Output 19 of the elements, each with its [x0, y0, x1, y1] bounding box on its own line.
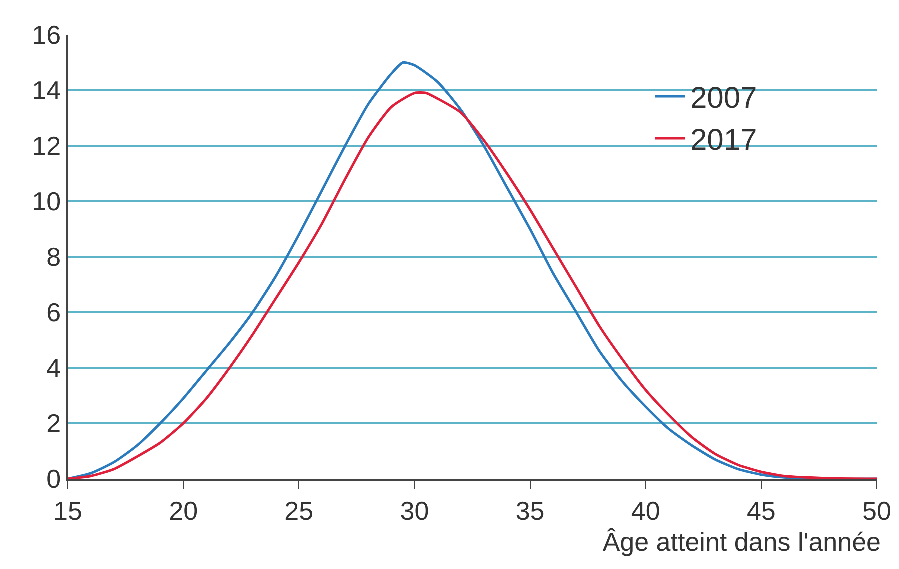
y-tick-label: 2: [46, 408, 62, 439]
y-tick-label: 16: [32, 20, 62, 50]
y-tick-label: 8: [46, 242, 62, 272]
x-tick-label: 50: [862, 496, 892, 526]
x-tick-label: 20: [169, 496, 198, 526]
y-tick-label: 12: [32, 131, 62, 162]
y-tick-label: 10: [32, 186, 62, 217]
legend-label: 2007: [690, 82, 758, 116]
x-axis-title: Âge atteint dans l'année: [602, 527, 881, 558]
x-tick-label: 40: [631, 496, 660, 526]
y-tick-label: 4: [46, 353, 62, 384]
x-tick-label: 15: [54, 496, 82, 526]
y-tick-label: 14: [32, 76, 62, 106]
y-tick-label: 0: [46, 464, 62, 494]
x-tick-label: 45: [746, 496, 776, 526]
x-tick-label: 30: [400, 496, 430, 526]
x-tick-label: 35: [516, 496, 545, 526]
y-tick-label: 6: [46, 298, 62, 328]
x-tick-label: 25: [284, 496, 314, 526]
